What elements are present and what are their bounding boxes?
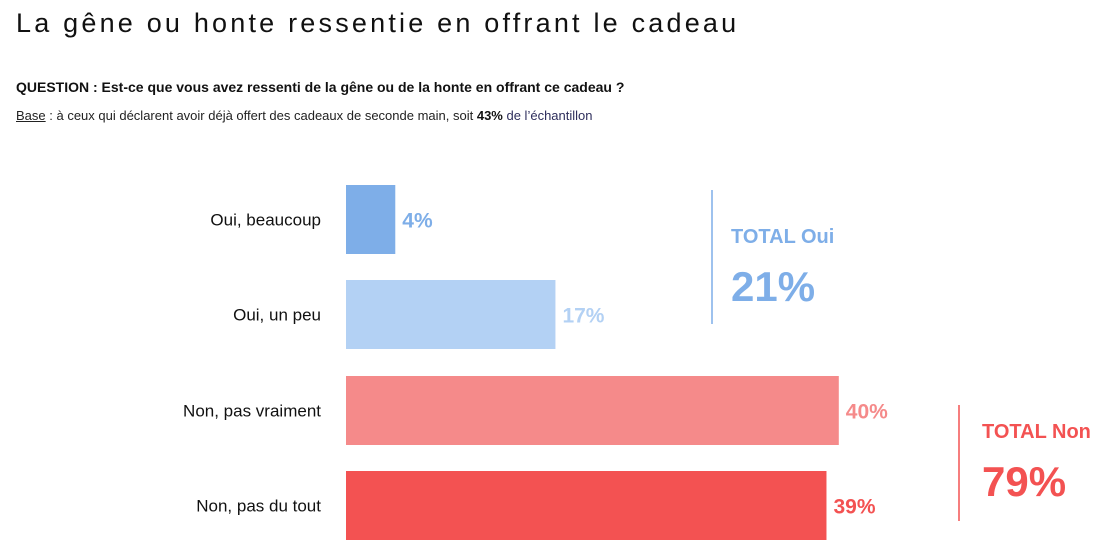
data-label: 39% (833, 496, 875, 519)
bar (346, 280, 556, 349)
category-label: Non, pas vraiment (183, 402, 321, 421)
bar (346, 471, 827, 540)
data-label: 17% (562, 305, 604, 328)
base-tail: de l’échantillon (502, 108, 593, 123)
group-total-value: 21% (731, 263, 815, 310)
data-label: 4% (402, 210, 433, 233)
data-label: 40% (846, 401, 888, 424)
group-total-title: TOTAL Non (982, 421, 1091, 443)
base-label: Base (16, 108, 46, 123)
base-text: : à ceux qui déclarent avoir déjà offert… (45, 108, 477, 123)
category-label: Non, pas du tout (196, 497, 321, 516)
category-label: Oui, un peu (233, 306, 321, 325)
group-total-value: 79% (982, 458, 1066, 505)
question-text: QUESTION : Est-ce que vous avez ressenti… (16, 79, 625, 95)
category-label: Oui, beaucoup (210, 211, 321, 230)
bar (346, 185, 396, 254)
group-total-title: TOTAL Oui (731, 226, 834, 248)
base-note: Base : à ceux qui déclarent avoir déjà o… (16, 108, 593, 123)
page-title: La gêne ou honte ressentie en offrant le… (16, 8, 740, 38)
bar (346, 376, 839, 445)
base-percentage: 43% (476, 108, 503, 123)
